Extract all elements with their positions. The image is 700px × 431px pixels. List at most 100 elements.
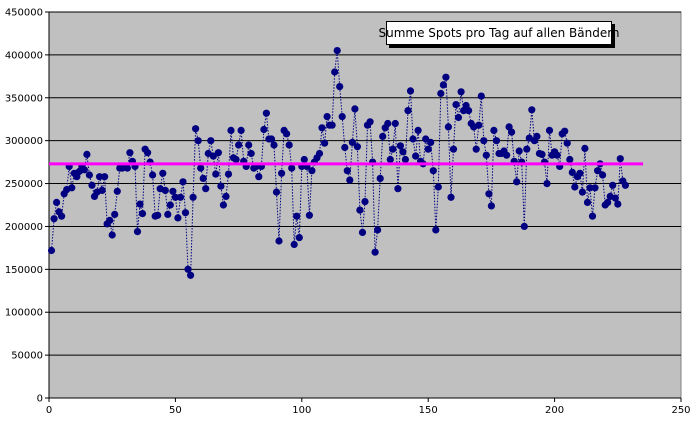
data-point <box>432 226 440 234</box>
data-point <box>452 101 460 109</box>
y-tick-label: 100000 <box>5 308 43 319</box>
data-point <box>447 193 455 201</box>
data-point <box>192 125 200 133</box>
data-point <box>396 142 404 150</box>
data-point <box>338 113 346 121</box>
data-point <box>336 83 344 91</box>
data-point <box>209 152 217 160</box>
data-point <box>235 141 243 149</box>
data-point <box>58 212 66 220</box>
data-point <box>283 130 291 138</box>
data-point <box>477 92 485 100</box>
data-point <box>591 184 599 192</box>
data-point <box>538 150 546 158</box>
data-point <box>199 174 207 182</box>
data-point <box>442 73 450 81</box>
data-point <box>586 184 594 192</box>
data-point <box>300 155 308 164</box>
data-point <box>480 137 488 145</box>
data-point <box>181 209 190 217</box>
data-point <box>149 171 157 179</box>
data-point <box>111 210 119 218</box>
data-point <box>583 198 592 206</box>
data-point <box>353 143 361 151</box>
data-point <box>475 121 483 129</box>
data-point <box>449 145 458 153</box>
data-point <box>96 173 104 181</box>
data-point <box>136 200 144 208</box>
data-point <box>154 211 162 219</box>
data-point <box>571 183 579 191</box>
data-point <box>88 181 96 189</box>
data-point <box>101 173 109 181</box>
data-point <box>545 126 554 134</box>
chart-title: Summe Spots pro Tag auf allen Bändern <box>378 26 620 40</box>
data-point <box>379 132 387 140</box>
data-point <box>437 89 445 98</box>
data-point <box>492 137 501 145</box>
data-point <box>457 88 465 96</box>
data-point <box>227 126 235 134</box>
data-point <box>444 123 452 131</box>
data-point <box>333 47 341 55</box>
data-point <box>599 171 607 179</box>
data-point <box>270 141 278 149</box>
data-point <box>588 212 597 220</box>
data-point <box>305 211 313 219</box>
data-point <box>184 265 192 273</box>
x-axis-tick-labels: 0 50 100 150 200 250 <box>46 405 691 416</box>
data-point <box>343 167 351 175</box>
data-point <box>275 237 283 245</box>
data-point <box>144 149 152 157</box>
data-point <box>543 180 551 188</box>
data-point <box>366 118 374 126</box>
data-point <box>576 169 584 177</box>
data-point <box>621 181 630 189</box>
data-point <box>138 210 147 218</box>
gridlines <box>49 11 681 356</box>
y-tick-label: 0 <box>37 394 43 405</box>
data-point <box>232 155 240 164</box>
data-point <box>169 187 177 195</box>
data-point <box>187 271 195 279</box>
data-point <box>609 181 617 189</box>
data-point <box>561 127 569 135</box>
data-point <box>389 145 397 153</box>
data-point <box>47 246 56 255</box>
data-point <box>513 178 521 186</box>
series-connector-line <box>51 50 626 276</box>
data-point <box>371 248 379 256</box>
data-point <box>245 141 253 149</box>
data-point <box>179 178 187 186</box>
data-point <box>568 168 576 176</box>
data-point <box>465 107 473 115</box>
x-tick-label: 0 <box>46 405 52 416</box>
data-point <box>429 167 437 175</box>
data-point <box>197 164 205 172</box>
y-tick-label: 400000 <box>5 50 43 61</box>
data-point <box>272 188 281 196</box>
data-point <box>376 174 384 182</box>
data-point <box>106 216 114 224</box>
x-tick-label: 100 <box>292 405 311 416</box>
data-point <box>406 87 415 95</box>
data-point <box>126 149 134 157</box>
data-point <box>581 144 589 152</box>
data-point <box>346 176 354 184</box>
data-point <box>217 182 225 190</box>
data-point <box>611 194 619 202</box>
data-point <box>255 173 263 181</box>
y-tick-label: 450000 <box>5 8 43 19</box>
data-point <box>267 135 276 143</box>
data-point <box>80 166 88 174</box>
data-point <box>202 185 210 193</box>
data-point <box>295 234 303 242</box>
data-point <box>166 201 174 209</box>
data-point <box>108 231 116 239</box>
data-point <box>351 105 359 113</box>
data-point <box>528 106 536 114</box>
data-point <box>414 126 422 134</box>
data-point <box>523 145 531 153</box>
data-point <box>123 164 131 172</box>
